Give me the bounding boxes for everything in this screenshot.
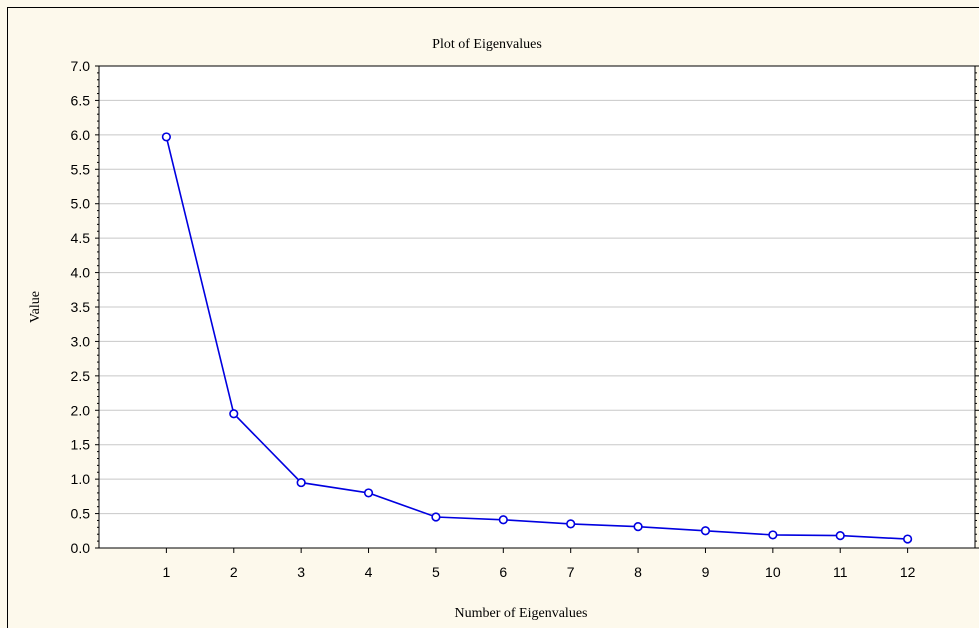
grid-lines: [99, 99, 975, 515]
x-tick-label: 7: [567, 564, 575, 580]
x-tick-label: 8: [634, 564, 642, 580]
y-tick-label: 3.5: [71, 299, 91, 315]
y-tick-label: 2.5: [71, 368, 91, 384]
y-tick-label: 3.0: [71, 333, 91, 349]
y-tick-label: 2.0: [71, 402, 91, 418]
data-point: [363, 488, 374, 498]
y-tick-label: 6.0: [71, 127, 91, 143]
data-point: [161, 132, 171, 142]
data-point: [835, 531, 845, 541]
y-tick-label: 1.0: [71, 471, 91, 487]
y-tick-label: 1.5: [71, 437, 91, 453]
y-tick-label: 5.5: [71, 161, 91, 177]
x-tick-label: 4: [365, 564, 373, 580]
data-point: [903, 534, 913, 544]
data-point: [296, 477, 306, 488]
data-point: [700, 526, 711, 536]
x-tick-label: 2: [230, 564, 238, 580]
x-tick-label: 3: [297, 564, 305, 580]
y-tick-label: 0.5: [71, 506, 91, 522]
series-line: [165, 136, 908, 540]
x-tick-label: 1: [162, 564, 170, 580]
x-tick-label: 5: [432, 564, 440, 580]
data-point: [566, 519, 576, 529]
y-tick-label: 6.5: [71, 92, 91, 108]
x-tick-label: 12: [900, 564, 916, 580]
x-axis-label: Number of Eigenvalues: [455, 606, 588, 621]
y-axis-label: Value: [28, 291, 43, 323]
y-tick-label: 7.0: [71, 58, 91, 74]
y-tick-label: 4.5: [71, 230, 91, 246]
y-tick-label: 4.0: [71, 265, 91, 281]
chart-title: Plot of Eigenvalues: [432, 37, 542, 52]
x-tick-label: 6: [499, 564, 507, 580]
y-tick-label: 5.0: [71, 196, 91, 212]
series: [161, 132, 913, 544]
x-axis: 1 2 3 4 5 6 7 8 9 10 11 12: [162, 548, 916, 580]
x-tick-label: 10: [765, 564, 781, 580]
y-tick-label: 0.0: [71, 540, 91, 556]
x-tick-label: 11: [833, 564, 848, 580]
data-point: [768, 530, 778, 540]
data-point: [498, 515, 508, 525]
data-point: [633, 522, 643, 532]
x-tick-label: 9: [702, 564, 710, 580]
data-point: [431, 512, 441, 522]
y-axis: 0.0 0.5 1.0 1.5 2.0 2.5 3.0 3.5 4.0 4.5 5.0 5.5 6.0 6…: [71, 58, 979, 556]
data-point: [229, 409, 239, 419]
